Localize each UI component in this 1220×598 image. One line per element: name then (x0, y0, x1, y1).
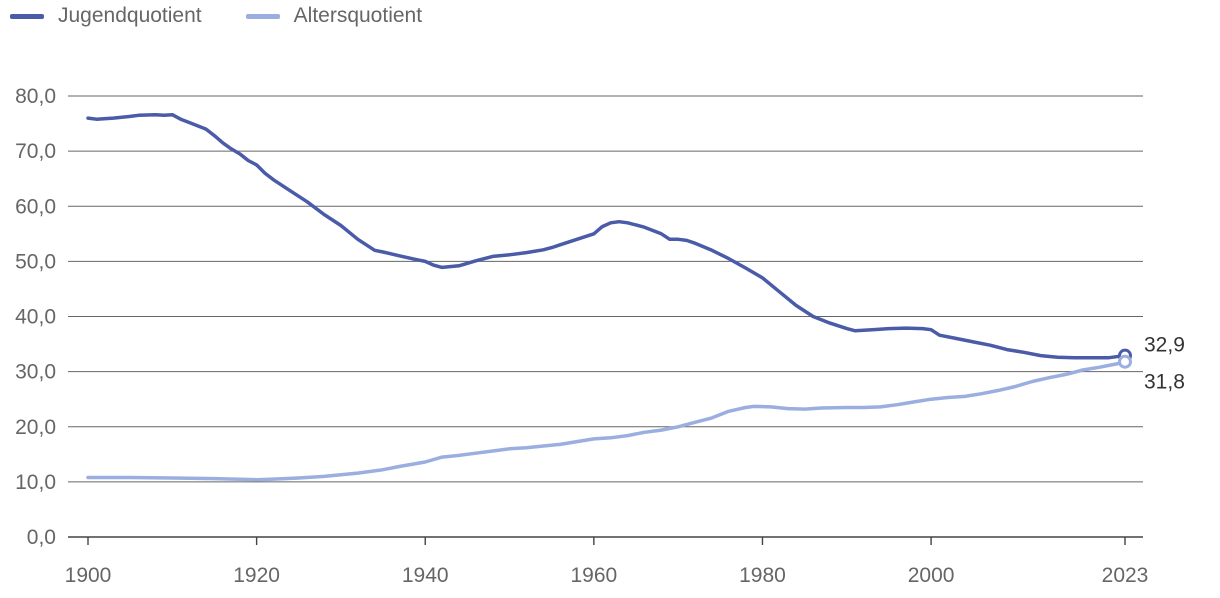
x-tick-label: 1940 (402, 564, 449, 587)
y-tick-label: 70,0 (15, 140, 56, 163)
series-line-altersquotient[interactable] (86, 359, 1127, 482)
x-axis-ticks: 1900 1920 1940 1960 1980 2000 2023 (65, 537, 1149, 587)
x-tick-label: 1920 (233, 564, 280, 587)
gridlines (68, 95, 1143, 538)
x-tick-label: 1960 (570, 564, 617, 587)
x-tick-label: 1900 (65, 564, 112, 587)
y-tick-label: 20,0 (15, 416, 56, 439)
y-tick-label: 10,0 (15, 471, 56, 494)
legend-label-jugendquotient: Jugendquotient (58, 4, 202, 27)
y-tick-label: 60,0 (15, 195, 56, 218)
legend-item-jugendquotient[interactable]: Jugendquotient (10, 4, 202, 28)
x-tick-label: 1980 (739, 564, 786, 587)
y-tick-label: 40,0 (15, 306, 56, 329)
legend: Jugendquotient Altersquotient (10, 4, 422, 28)
y-axis-ticks: 0,0 10,0 20,0 30,0 40,0 50,0 60,0 70,0 80,0 (15, 85, 56, 549)
y-tick-label: 80,0 (15, 85, 56, 108)
end-marker-altersquotient[interactable] (1118, 354, 1132, 369)
x-tick-label: 2023 (1102, 564, 1149, 587)
y-tick-label: 50,0 (15, 250, 56, 273)
legend-item-altersquotient[interactable]: Altersquotient (245, 4, 423, 28)
series-layer (86, 112, 1127, 482)
end-value-label-jugendquotient: 32,9 (1144, 334, 1185, 357)
end-labels: 32,9 31,8 (1118, 334, 1185, 394)
legend-swatch-altersquotient (245, 13, 280, 19)
y-tick-label: 30,0 (15, 361, 56, 384)
legend-label-altersquotient: Altersquotient (293, 4, 423, 27)
x-tick-label: 2000 (908, 564, 955, 587)
end-value-label-altersquotient: 31,8 (1144, 371, 1185, 394)
series-line-jugendquotient[interactable] (86, 112, 1127, 360)
y-tick-label: 0,0 (27, 526, 56, 549)
legend-swatch-jugendquotient (10, 13, 44, 19)
